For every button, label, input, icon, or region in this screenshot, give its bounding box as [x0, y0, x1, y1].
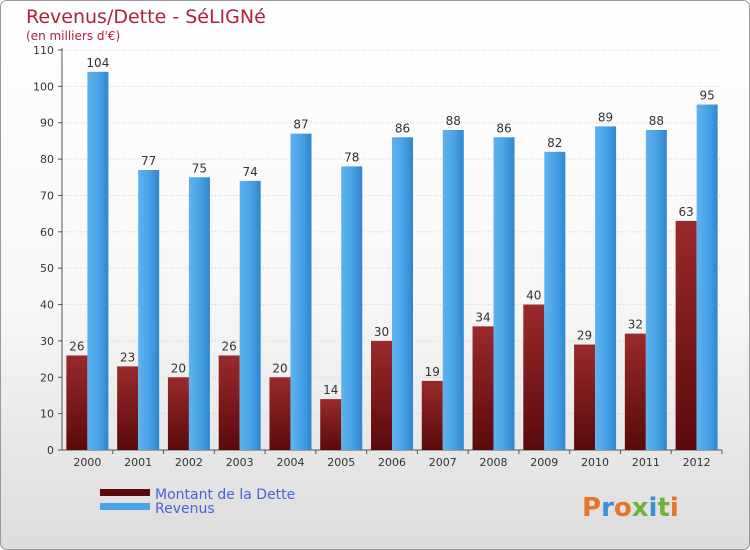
data-label: 26: [222, 339, 237, 353]
bar-dette: [117, 366, 139, 450]
chart-subtitle: (en milliers d'€): [26, 29, 120, 43]
data-label: 32: [628, 318, 643, 332]
data-label: 63: [678, 205, 693, 219]
bar-dette: [421, 380, 443, 450]
data-label: 20: [272, 361, 287, 375]
data-label: 77: [141, 154, 156, 168]
x-tick-label: 2009: [530, 456, 558, 469]
legend: Montant de la Dette Revenus: [100, 487, 295, 517]
data-label: 26: [69, 339, 84, 353]
bar-dette: [167, 377, 189, 450]
data-label: 88: [446, 114, 461, 128]
value-labels: 26 104 23 77 20 75 26 74 20 87 14 78 30 86 19 88 34 86 40 8…: [69, 56, 715, 397]
bar-revenus: [188, 177, 210, 451]
data-label: 14: [323, 383, 338, 397]
data-label: 23: [120, 350, 135, 364]
y-tick-label: 100: [33, 80, 54, 93]
data-label: 104: [86, 56, 109, 70]
x-tick-label: 2001: [124, 456, 152, 469]
data-label: 29: [577, 329, 592, 343]
data-label: 82: [547, 136, 562, 150]
bar-revenus: [290, 133, 312, 451]
legend-label-dette: Montant de la Dette: [155, 487, 295, 503]
y-tick-label: 50: [40, 262, 54, 275]
y-tick-label: 40: [40, 299, 54, 312]
bar-revenus: [595, 126, 617, 450]
x-tick-label: 2005: [327, 456, 355, 469]
bar-revenus: [544, 151, 566, 450]
data-label: 34: [475, 310, 490, 324]
x-tick-label: 2003: [226, 456, 254, 469]
data-label: 30: [374, 325, 389, 339]
bar-revenus: [341, 166, 363, 450]
x-tick-label: 2011: [632, 456, 660, 469]
bar-dette: [624, 333, 646, 450]
bar-dette: [472, 326, 494, 450]
data-label: 87: [293, 118, 308, 132]
bar-revenus: [493, 137, 515, 451]
data-label: 86: [395, 121, 410, 135]
bar-dette: [523, 304, 545, 450]
x-tick-label: 2006: [378, 456, 406, 469]
proxiti-logo: Proxiti: [582, 493, 679, 523]
data-label: 20: [171, 361, 186, 375]
y-tick-label: 110: [33, 44, 54, 57]
legend-swatch-revenus: [100, 503, 150, 510]
bar-dette: [371, 340, 392, 450]
y-tick-label: 30: [40, 335, 54, 348]
legend-label-revenus: Revenus: [155, 501, 215, 517]
data-label: 86: [496, 121, 511, 135]
y-tick-label: 70: [40, 189, 54, 202]
x-tick-label: 2010: [581, 456, 609, 469]
bar-dette: [66, 355, 88, 450]
x-tick-label: 2007: [429, 456, 457, 469]
proxiti-logo-text: Proxiti: [582, 493, 679, 523]
y-tick-label: 0: [47, 444, 54, 457]
x-tick-label: 2012: [683, 456, 711, 469]
bar-revenus: [442, 130, 464, 450]
x-tick-label: 2002: [175, 456, 203, 469]
x-tick-label: 2008: [480, 456, 508, 469]
data-label: 95: [699, 89, 714, 103]
bar-dette: [320, 399, 342, 450]
bar-revenus: [392, 137, 413, 451]
y-tick-label: 90: [40, 117, 54, 130]
y-tick-label: 60: [40, 226, 54, 239]
y-tick-label: 80: [40, 153, 54, 166]
bar-dette: [269, 377, 291, 450]
data-label: 88: [649, 114, 664, 128]
data-label: 75: [192, 161, 207, 175]
chart-title: Revenus/Dette - SéLIGNé: [26, 6, 266, 28]
data-label: 74: [243, 165, 258, 179]
bar-revenus: [645, 130, 667, 450]
bar-revenus: [138, 170, 160, 450]
bar-revenus: [696, 104, 718, 450]
data-label: 78: [344, 150, 359, 164]
bar-dette: [218, 355, 240, 450]
bars: [66, 71, 718, 451]
y-tick-label: 20: [40, 371, 54, 384]
legend-swatch-dette: [100, 489, 150, 496]
bar-revenus: [87, 71, 109, 451]
data-label: 89: [598, 110, 613, 124]
data-label: 40: [526, 289, 541, 303]
bar-revenus: [239, 180, 261, 450]
x-tick-label: 2004: [276, 456, 304, 469]
data-label: 19: [425, 365, 440, 379]
x-tick-label: 2000: [73, 456, 101, 469]
bar-dette: [675, 220, 697, 450]
bar-dette: [574, 344, 596, 450]
y-tick-label: 10: [40, 408, 54, 421]
